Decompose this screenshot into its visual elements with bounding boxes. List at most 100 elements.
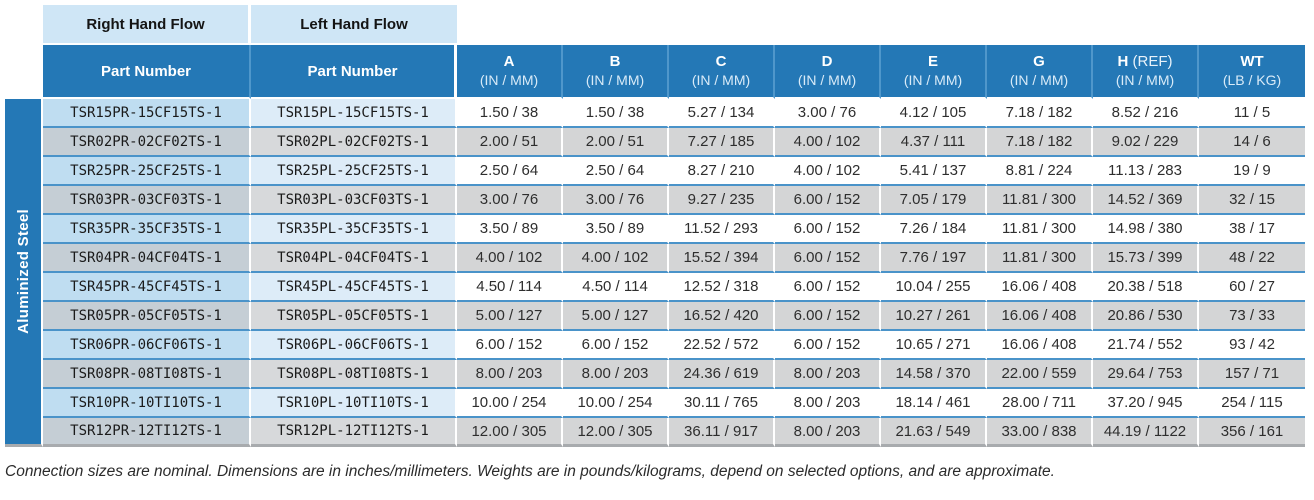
cell-h: 37.20 / 945 (1093, 389, 1199, 418)
cell-c: 12.52 / 318 (669, 273, 775, 302)
cell-e: 18.14 / 461 (881, 389, 987, 418)
spec-table: Right Hand Flow Left Hand Flow Part Numb… (5, 5, 1305, 447)
cell-wt: 32 / 15 (1199, 186, 1305, 215)
cell-wt: 48 / 22 (1199, 244, 1305, 273)
col-label: C (715, 52, 727, 70)
col-header-e: E (IN / MM) (881, 45, 987, 99)
cell-g: 16.06 / 408 (987, 302, 1093, 331)
cell-c: 22.52 / 572 (669, 331, 775, 360)
cell-b: 1.50 / 38 (563, 99, 669, 128)
cell-b: 2.00 / 51 (563, 128, 669, 157)
part-number-right: TSR10PR-10TI10TS-1 (43, 389, 251, 418)
cell-h: 21.74 / 552 (1093, 331, 1199, 360)
table-row: TSR06PR-06CF06TS-1 TSR06PL-06CF06TS-1 6.… (5, 331, 1305, 360)
cell-d: 4.00 / 102 (775, 128, 881, 157)
cell-wt: 93 / 42 (1199, 331, 1305, 360)
cell-e: 5.41 / 137 (881, 157, 987, 186)
part-number-right: TSR05PR-05CF05TS-1 (43, 302, 251, 331)
part-number-left: TSR04PL-04CF04TS-1 (251, 244, 457, 273)
page: Right Hand Flow Left Hand Flow Part Numb… (5, 5, 1305, 480)
col-header-d: D (IN / MM) (775, 45, 881, 99)
part-number-left: TSR06PL-06CF06TS-1 (251, 331, 457, 360)
part-number-left: TSR35PL-35CF35TS-1 (251, 215, 457, 244)
table-row: TSR45PR-45CF45TS-1 TSR45PL-45CF45TS-1 4.… (5, 273, 1305, 302)
cell-c: 16.52 / 420 (669, 302, 775, 331)
cell-a: 10.00 / 254 (457, 389, 563, 418)
cell-h: 20.86 / 530 (1093, 302, 1199, 331)
cell-e: 10.65 / 271 (881, 331, 987, 360)
cell-d: 6.00 / 152 (775, 215, 881, 244)
cell-e: 7.76 / 197 (881, 244, 987, 273)
part-number-right: TSR03PR-03CF03TS-1 (43, 186, 251, 215)
cell-a: 1.50 / 38 (457, 99, 563, 128)
cell-b: 12.00 / 305 (563, 418, 669, 447)
col-header-b: B (IN / MM) (563, 45, 669, 99)
cell-d: 3.00 / 76 (775, 99, 881, 128)
cell-b: 8.00 / 203 (563, 360, 669, 389)
part-number-left: TSR05PL-05CF05TS-1 (251, 302, 457, 331)
cell-c: 9.27 / 235 (669, 186, 775, 215)
table-row: TSR10PR-10TI10TS-1 TSR10PL-10TI10TS-1 10… (5, 389, 1305, 418)
cell-e: 4.37 / 111 (881, 128, 987, 157)
col-header-c: C (IN / MM) (669, 45, 775, 99)
flow-header-row: Right Hand Flow Left Hand Flow (5, 5, 1305, 45)
cell-b: 10.00 / 254 (563, 389, 669, 418)
footnote: Connection sizes are nominal. Dimensions… (5, 463, 1055, 480)
cell-d: 6.00 / 152 (775, 331, 881, 360)
table-row: TSR35PR-35CF35TS-1 TSR35PL-35CF35TS-1 3.… (5, 215, 1305, 244)
cell-d: 8.00 / 203 (775, 389, 881, 418)
cell-c: 11.52 / 293 (669, 215, 775, 244)
cell-wt: 38 / 17 (1199, 215, 1305, 244)
flow-header-left: Left Hand Flow (251, 5, 457, 45)
cell-a: 4.50 / 114 (457, 273, 563, 302)
corner-spacer (5, 5, 43, 45)
material-label: Aluminized Steel (14, 209, 32, 334)
column-header-row: Part Number Part Number A (IN / MM) B (I… (5, 45, 1305, 99)
part-number-right: TSR02PR-02CF02TS-1 (43, 128, 251, 157)
cell-a: 3.50 / 89 (457, 215, 563, 244)
cell-wt: 14 / 6 (1199, 128, 1305, 157)
cell-wt: 254 / 115 (1199, 389, 1305, 418)
part-number-right: TSR04PR-04CF04TS-1 (43, 244, 251, 273)
cell-c: 30.11 / 765 (669, 389, 775, 418)
part-number-right: TSR35PR-35CF35TS-1 (43, 215, 251, 244)
cell-d: 6.00 / 152 (775, 273, 881, 302)
part-number-left: TSR08PL-08TI08TS-1 (251, 360, 457, 389)
cell-h: 44.19 / 1122 (1093, 418, 1199, 447)
col-label: H (REF) (1117, 52, 1173, 70)
cell-a: 3.00 / 76 (457, 186, 563, 215)
cell-e: 7.26 / 184 (881, 215, 987, 244)
cell-wt: 157 / 71 (1199, 360, 1305, 389)
cell-e: 10.04 / 255 (881, 273, 987, 302)
corner-spacer (5, 45, 43, 99)
cell-a: 4.00 / 102 (457, 244, 563, 273)
cell-wt: 356 / 161 (1199, 418, 1305, 447)
cell-h: 14.98 / 380 (1093, 215, 1199, 244)
col-unit: (IN / MM) (1009, 71, 1069, 88)
cell-wt: 60 / 27 (1199, 273, 1305, 302)
table-row: TSR04PR-04CF04TS-1 TSR04PL-04CF04TS-1 4.… (5, 244, 1305, 273)
cell-g: 7.18 / 182 (987, 128, 1093, 157)
cell-c: 8.27 / 210 (669, 157, 775, 186)
col-label: B (609, 52, 621, 70)
cell-h: 8.52 / 216 (1093, 99, 1199, 128)
cell-wt: 11 / 5 (1199, 99, 1305, 128)
cell-wt: 19 / 9 (1199, 157, 1305, 186)
cell-a: 2.00 / 51 (457, 128, 563, 157)
cell-h: 29.64 / 753 (1093, 360, 1199, 389)
cell-h: 14.52 / 369 (1093, 186, 1199, 215)
part-number-left: TSR02PL-02CF02TS-1 (251, 128, 457, 157)
cell-wt: 73 / 33 (1199, 302, 1305, 331)
part-number-right: TSR45PR-45CF45TS-1 (43, 273, 251, 302)
col-unit: (IN / MM) (797, 71, 857, 88)
cell-a: 8.00 / 203 (457, 360, 563, 389)
cell-a: 6.00 / 152 (457, 331, 563, 360)
cell-h: 9.02 / 229 (1093, 128, 1199, 157)
cell-g: 22.00 / 559 (987, 360, 1093, 389)
col-unit: (LB / KG) (1222, 71, 1282, 88)
cell-g: 11.81 / 300 (987, 244, 1093, 273)
table-row: Aluminized Steel TSR15PR-15CF15TS-1 TSR1… (5, 99, 1305, 447)
part-number-left: TSR10PL-10TI10TS-1 (251, 389, 457, 418)
col-label: D (821, 52, 833, 70)
cell-e: 21.63 / 549 (881, 418, 987, 447)
